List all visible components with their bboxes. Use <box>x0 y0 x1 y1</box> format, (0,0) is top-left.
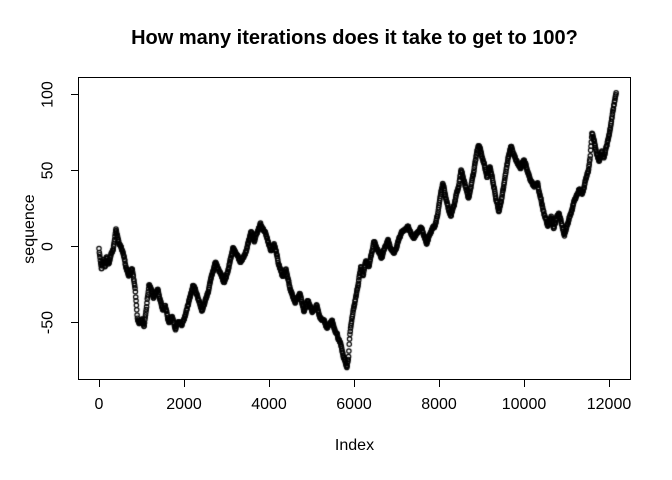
r-plot-figure: How many iterations does it take to get … <box>0 0 672 480</box>
scatter-points-canvas <box>0 0 672 480</box>
